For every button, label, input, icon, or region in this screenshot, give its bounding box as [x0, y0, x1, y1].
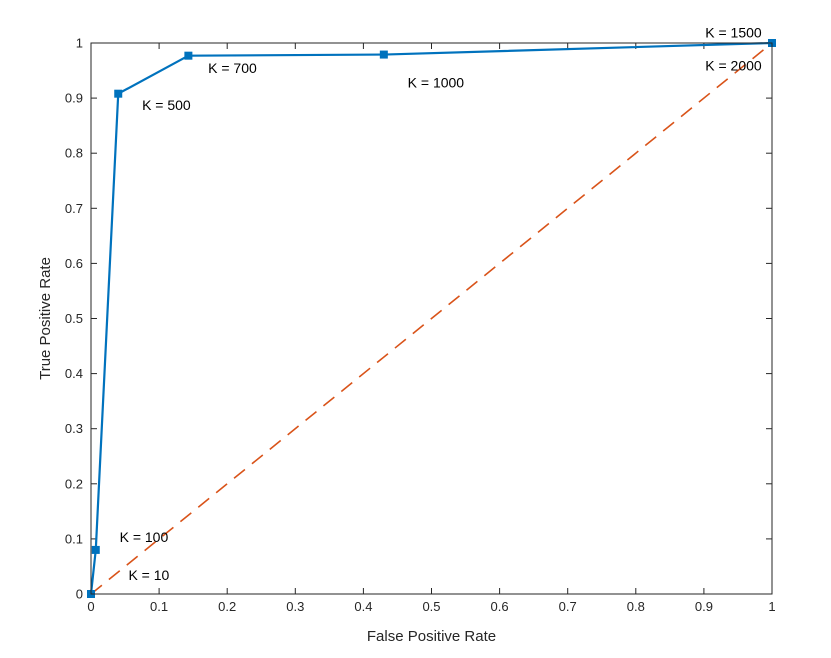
k-point-label: K = 1500: [705, 24, 762, 40]
k-point-label: K = 10: [128, 567, 169, 583]
y-tick-label: 0.8: [65, 146, 83, 161]
y-tick-label: 1: [76, 36, 83, 51]
reference-diagonal-line: [90, 42, 773, 595]
x-tick-label: 0.7: [559, 599, 577, 614]
x-tick-label: 1: [768, 599, 775, 614]
series-layer: [89, 41, 773, 595]
x-tick-label: 0.3: [286, 599, 304, 614]
x-tick-label: 0.2: [218, 599, 236, 614]
y-tick-label: 0.2: [65, 476, 83, 491]
x-tick-label: 0.9: [695, 599, 713, 614]
roc-point-marker: [184, 51, 193, 60]
k-point-label: K = 2000: [705, 58, 762, 74]
y-axis-title: True Positive Rate: [37, 257, 54, 380]
x-tick-labels: 0 0.1 0.2 0.3 0.4 0.5 0.6 0.7 0.8 0.9 1: [87, 599, 775, 614]
y-tick-label: 0.6: [65, 256, 83, 271]
y-tick-label: 0.1: [65, 531, 83, 546]
roc-curve-line: [89, 41, 773, 595]
k-point-label: K = 100: [120, 529, 169, 545]
y-tick-labels: 0 0.1 0.2 0.3 0.4 0.5 0.6 0.7 0.8 0.9 1: [65, 36, 83, 602]
x-tick-label: 0.5: [422, 599, 440, 614]
k-point-label: K = 1000: [408, 75, 465, 91]
y-tick-label: 0.7: [65, 201, 83, 216]
y-tick-label: 0.4: [65, 366, 83, 381]
y-tick-label: 0.5: [65, 311, 83, 326]
plot-frame: [90, 42, 773, 595]
x-tick-label: 0: [87, 599, 94, 614]
roc-point-marker: [114, 89, 123, 98]
annotations-layer: K = 10 K = 100 K = 500 K = 700 K = 1000 K = 1…: [120, 24, 762, 583]
roc-point-marker: [91, 545, 100, 554]
x-axis-title: False Positive Rate: [367, 628, 496, 645]
y-tick-label: 0: [76, 587, 83, 602]
roc-point-marker: [379, 50, 388, 59]
y-tick-label: 0.3: [65, 421, 83, 436]
x-tick-label: 0.1: [150, 599, 168, 614]
x-tick-label: 0.8: [627, 599, 645, 614]
k-point-label: K = 700: [208, 60, 257, 76]
y-tick-label: 0.9: [65, 91, 83, 106]
x-tick-label: 0.4: [354, 599, 372, 614]
k-point-label: K = 500: [142, 97, 191, 113]
x-tick-label: 0.6: [491, 599, 509, 614]
